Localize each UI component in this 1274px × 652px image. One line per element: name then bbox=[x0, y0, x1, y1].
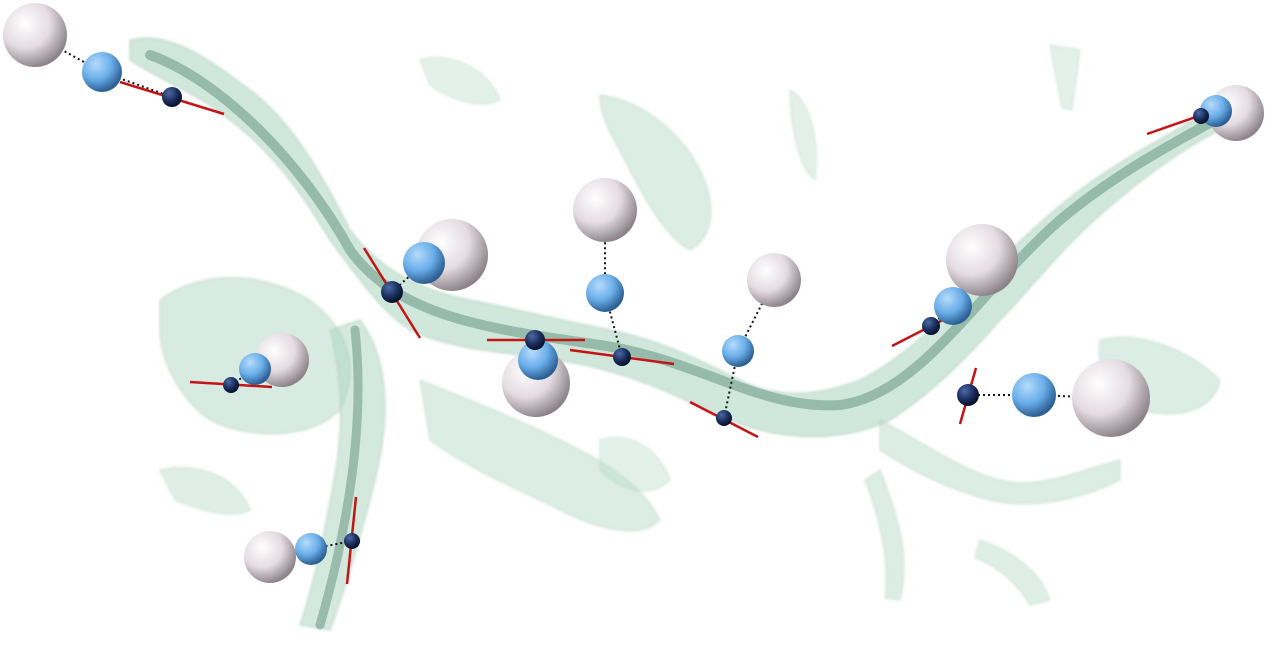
dendrite-core-main bbox=[145, 50, 1220, 411]
spine-8-neck-sphere bbox=[1012, 373, 1056, 417]
spine-1-base-node bbox=[162, 87, 182, 107]
spine-10 bbox=[1146, 85, 1264, 141]
spine-8 bbox=[957, 359, 1150, 437]
dendrite-fragment-top-right bbox=[1049, 44, 1081, 111]
spine-9-base-node bbox=[922, 317, 940, 335]
spine-8-base-node bbox=[957, 384, 979, 406]
dendrite-fragment-left bbox=[159, 466, 251, 515]
dendrite-branch-upper-mid bbox=[599, 94, 712, 251]
spine-5-head-sphere bbox=[573, 178, 637, 242]
dendrite-branch-right-lower bbox=[879, 419, 1121, 505]
dendrite-fragment-top bbox=[419, 56, 501, 105]
spine-7-neck-sphere bbox=[295, 533, 327, 565]
spine-1-neck-sphere bbox=[82, 52, 122, 92]
dendrite-branch-middle-lower bbox=[419, 379, 661, 532]
spine-1 bbox=[3, 3, 225, 116]
spine-1-head-sphere bbox=[3, 3, 67, 67]
spine-10-base-node bbox=[1193, 108, 1209, 124]
dendrite-fragment-lower-right bbox=[974, 539, 1051, 606]
spine-2-base-node bbox=[381, 281, 403, 303]
spine-3-neck-sphere bbox=[239, 353, 271, 385]
spine-7-head-sphere bbox=[244, 531, 296, 583]
spine-6-neck-sphere bbox=[722, 335, 754, 367]
spine-3-base-node bbox=[223, 377, 239, 393]
spine-7-base-node bbox=[344, 533, 360, 549]
spine-4-neck-sphere bbox=[518, 340, 558, 380]
spine-6 bbox=[689, 253, 801, 439]
spine-9-head-sphere bbox=[946, 224, 1018, 296]
spine-6-base-node bbox=[716, 410, 732, 426]
dendrite-core-lower bbox=[315, 325, 363, 630]
spine-8-head-sphere bbox=[1072, 359, 1150, 437]
dendrite-fragment-lower-center bbox=[599, 436, 671, 492]
spine-5-base-node bbox=[613, 348, 631, 366]
dendrite-core bbox=[145, 50, 1220, 630]
spine-3 bbox=[189, 333, 309, 393]
dendrite-branch-upper-left bbox=[129, 37, 1221, 438]
spine-6-head-sphere bbox=[747, 253, 801, 307]
spine-4 bbox=[487, 330, 585, 417]
dendrite-fragment-lower-mid bbox=[864, 469, 905, 601]
dendrite-fragment-mid bbox=[789, 89, 817, 181]
spine-4-base-node bbox=[525, 330, 545, 350]
spine-5 bbox=[569, 178, 675, 366]
spine-7 bbox=[244, 496, 360, 585]
spine-5-neck-sphere bbox=[586, 274, 624, 312]
spine-2-neck-sphere bbox=[403, 242, 445, 284]
spine-markers bbox=[3, 3, 1264, 585]
dendrite-surface bbox=[129, 37, 1221, 631]
spine-2 bbox=[362, 219, 488, 339]
spine-9 bbox=[891, 224, 1018, 348]
spine-9-neck-sphere bbox=[934, 287, 972, 325]
